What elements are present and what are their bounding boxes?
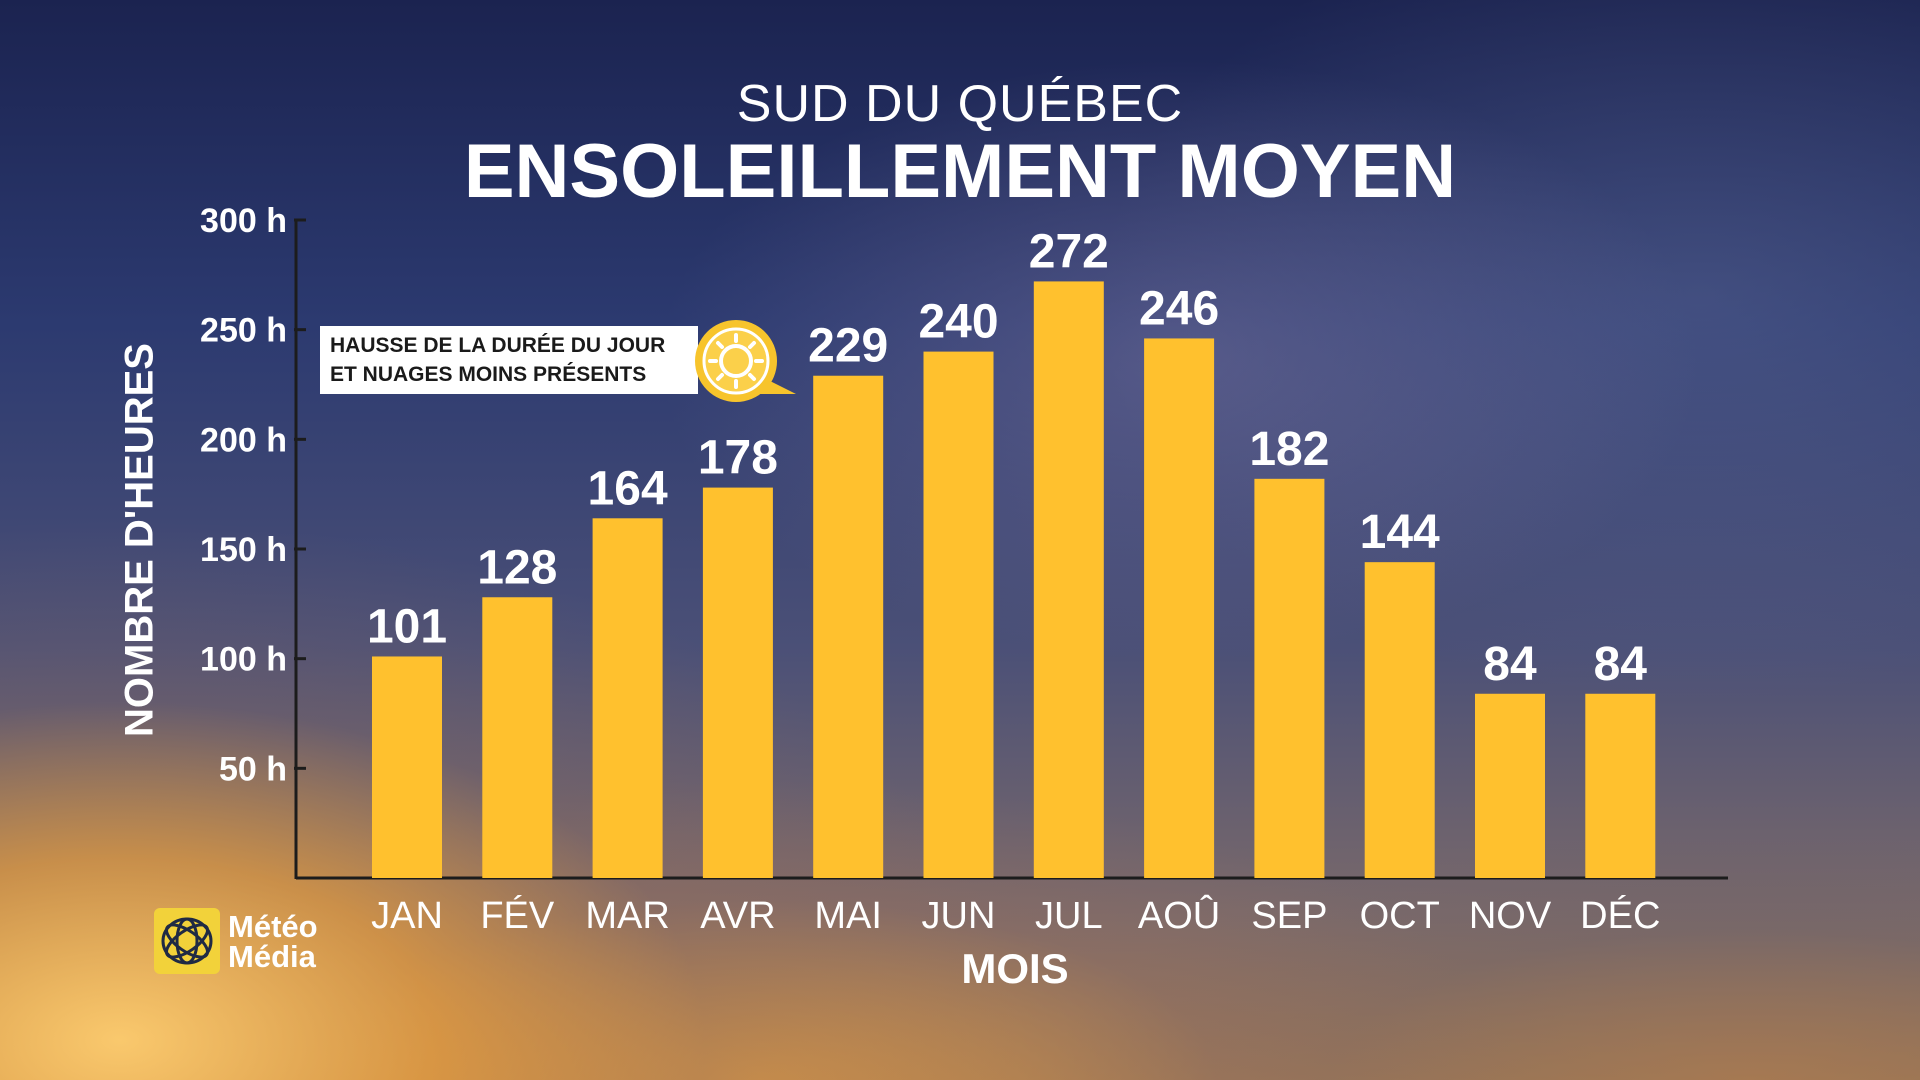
x-tick-label: NOV [1469,895,1552,937]
bar-mai [813,375,884,878]
x-tick-label: JUN [922,895,996,937]
x-axis-label: MOIS [961,945,1069,992]
x-tick-label: DÉC [1580,894,1660,937]
bar-value-label: 128 [477,541,557,594]
bar-value-label: 101 [367,600,447,653]
bar-value-label: 240 [918,296,998,349]
bar-value-label: 178 [698,432,778,485]
bar-value-label: 246 [1139,282,1219,335]
logo-wordmark: Météo Média [228,909,318,974]
bar-value-label: 272 [1029,225,1109,278]
logo-line-2: Média [228,939,316,974]
logo-line-1: Météo [228,909,318,944]
bar-déc [1585,693,1656,878]
globe-icon [154,908,220,974]
bar-fév [482,597,553,878]
bar-value-label: 182 [1249,423,1329,476]
y-tick-label: 150 h [200,531,287,569]
bar-avr [702,487,773,878]
y-tick-label: 100 h [200,641,287,679]
meteomedia-logo: Météo Média [154,906,334,976]
bar-value-label: 164 [588,462,668,515]
x-tick-label: JUL [1035,895,1103,937]
bar-jan [372,656,442,878]
x-tick-label: OCT [1360,895,1440,937]
chart-subtitle: SUD DU QUÉBEC [736,75,1184,133]
y-tick-label: 250 h [200,312,287,350]
y-tick-label: 200 h [200,421,287,459]
bar-aoû [1144,338,1215,878]
y-tick-label: 50 h [219,750,287,788]
callout-line-1: HAUSSE DE LA DURÉE DU JOUR [330,334,666,357]
bar-value-label: 84 [1594,638,1648,691]
x-tick-label: SEP [1251,895,1327,937]
sun-icon [695,320,796,402]
bar-jul [1033,281,1104,878]
annotation-callout: HAUSSE DE LA DURÉE DU JOUR ET NUAGES MOI… [320,326,698,394]
bar-value-label: 144 [1360,506,1440,559]
x-tick-label: AOÛ [1138,893,1220,937]
bar-oct [1364,562,1435,878]
x-tick-label: MAR [585,895,669,937]
x-tick-label: FÉV [480,894,555,937]
callout-line-2: ET NUAGES MOINS PRÉSENTS [330,363,647,386]
bar-value-label: 229 [808,320,888,373]
bar-mar [592,518,663,878]
x-tick-label: JAN [371,895,443,937]
bar-sep [1254,478,1325,878]
y-tick-label: 300 h [200,202,287,240]
x-tick-label: MAI [814,895,882,937]
bar-jun [923,351,994,879]
bar-nov [1475,693,1545,878]
chart-title: ENSOLEILLEMENT MOYEN [463,129,1457,214]
x-tick-label: AVR [700,895,775,937]
bar-value-label: 84 [1483,638,1537,691]
